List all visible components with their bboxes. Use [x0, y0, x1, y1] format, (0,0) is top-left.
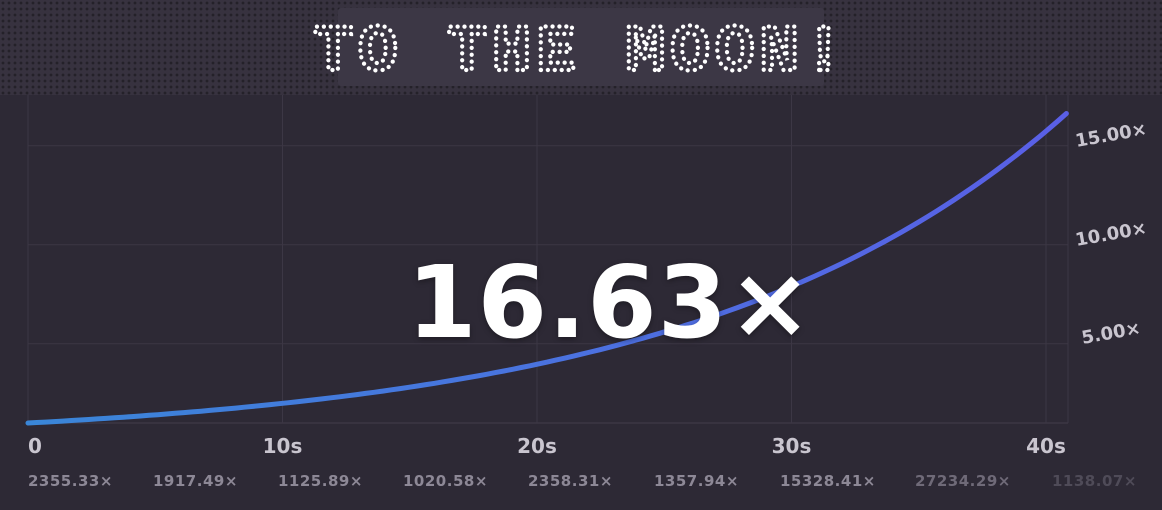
- history-item[interactable]: 2355.33×: [28, 472, 113, 490]
- history-item[interactable]: 1020.58×: [403, 472, 488, 490]
- current-multiplier: 16.63×: [406, 244, 814, 361]
- x-tick-label: 20s: [517, 434, 557, 458]
- history-item[interactable]: 2358.31×: [528, 472, 613, 490]
- history-item[interactable]: 27234.29×: [915, 472, 1011, 490]
- page-title: TO THE MOON!: [311, 13, 848, 92]
- x-tick-label: 30s: [772, 434, 812, 458]
- chart-area: 0 10s 20s 30s 40s 5.00× 10.00× 15.00×: [0, 95, 1162, 510]
- header-bar: TO THE MOON!: [0, 0, 1162, 96]
- title-text: TO THE MOON!: [313, 15, 848, 90]
- multiplier-chart: 0 10s 20s 30s 40s 5.00× 10.00× 15.00×: [25, 95, 1149, 458]
- y-tick-label: 5.00×: [1080, 318, 1142, 349]
- history-item[interactable]: 1917.49×: [153, 472, 238, 490]
- history-item[interactable]: 1125.89×: [278, 472, 363, 490]
- y-tick-label: 15.00×: [1074, 119, 1149, 152]
- y-tick-label: 10.00×: [1074, 218, 1149, 251]
- x-tick-label: 10s: [263, 434, 303, 458]
- x-tick-label: 0: [28, 434, 42, 458]
- history-item[interactable]: 1138.07×: [1052, 472, 1137, 490]
- multiplier-curve: [25, 111, 1069, 426]
- history-item[interactable]: 15328.41×: [780, 472, 876, 490]
- history-item[interactable]: 1357.94×: [654, 472, 739, 490]
- x-tick-label: 40s: [1026, 434, 1066, 458]
- history-bar: 2355.33× 1917.49× 1125.89× 1020.58× 2358…: [0, 462, 1162, 502]
- title-panel: [338, 8, 824, 86]
